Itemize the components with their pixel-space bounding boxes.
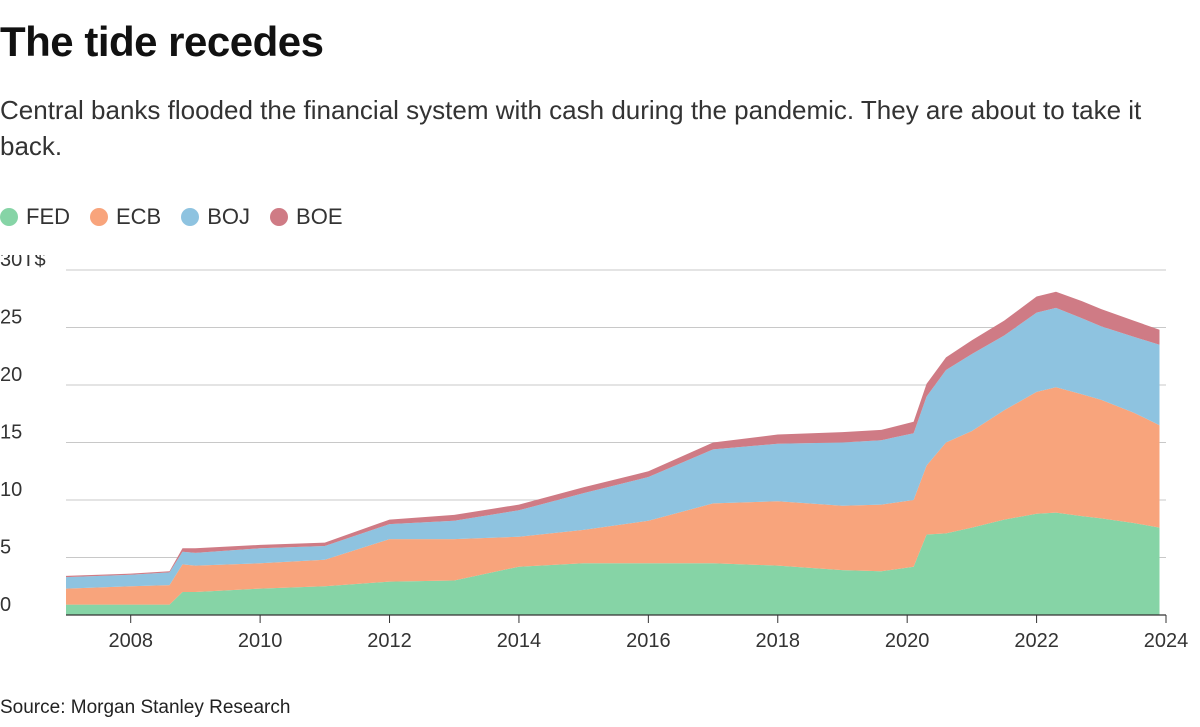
y-tick-label: 25 <box>0 307 22 329</box>
y-tick-label: 5 <box>0 537 11 559</box>
y-tick-label: 30T$ <box>0 255 46 271</box>
x-tick-label: 2010 <box>238 630 283 652</box>
legend-item-ecb: ECB <box>90 204 161 230</box>
x-tick-label: 2018 <box>756 630 801 652</box>
axis-layer: 0 5 10 15 20 25 30T$ 2008 2010 2012 2014 2016 2018 20… <box>0 255 1188 652</box>
legend-swatch-fed <box>0 208 18 226</box>
legend-item-fed: FED <box>0 204 70 230</box>
y-tick-label: 20 <box>0 364 22 386</box>
area-ecb <box>66 387 1160 605</box>
x-tick-label: 2022 <box>1014 630 1059 652</box>
x-tick-label: 2012 <box>367 630 412 652</box>
chart-subtitle: Central banks flooded the financial syst… <box>0 95 1142 161</box>
x-tick-label: 2014 <box>497 630 542 652</box>
legend-label-boe: BOE <box>296 204 343 229</box>
legend-item-boj: BOJ <box>181 204 250 230</box>
x-tick-label: 2016 <box>626 630 671 652</box>
legend-swatch-boj <box>181 208 200 226</box>
x-tick-label: 2020 <box>885 630 930 652</box>
legend-label-fed: FED <box>26 204 70 229</box>
x-tick-label: 2008 <box>108 630 153 652</box>
area-fed <box>66 512 1160 615</box>
legend: FED ECB BOJ BOE <box>0 204 343 230</box>
legend-swatch-ecb <box>90 208 108 226</box>
area-boj <box>66 307 1160 589</box>
area-layer <box>66 291 1160 615</box>
legend-item-boe: BOE <box>270 204 343 230</box>
y-tick-label: 15 <box>0 422 22 444</box>
y-tick-label: 0 <box>0 594 11 616</box>
stacked-area-chart: 0 5 10 15 20 25 30T$ 2008 2010 2012 2014 2016 2018 20… <box>0 255 1188 652</box>
legend-label-ecb: ECB <box>116 204 162 229</box>
source-note: Source: Morgan Stanley Research <box>0 697 291 718</box>
y-tick-label: 10 <box>0 479 22 501</box>
legend-swatch-boe <box>270 208 289 226</box>
legend-label-boj: BOJ <box>207 204 251 229</box>
x-tick-label: 2024 <box>1144 630 1189 652</box>
chart-title: The tide recedes <box>0 18 324 65</box>
